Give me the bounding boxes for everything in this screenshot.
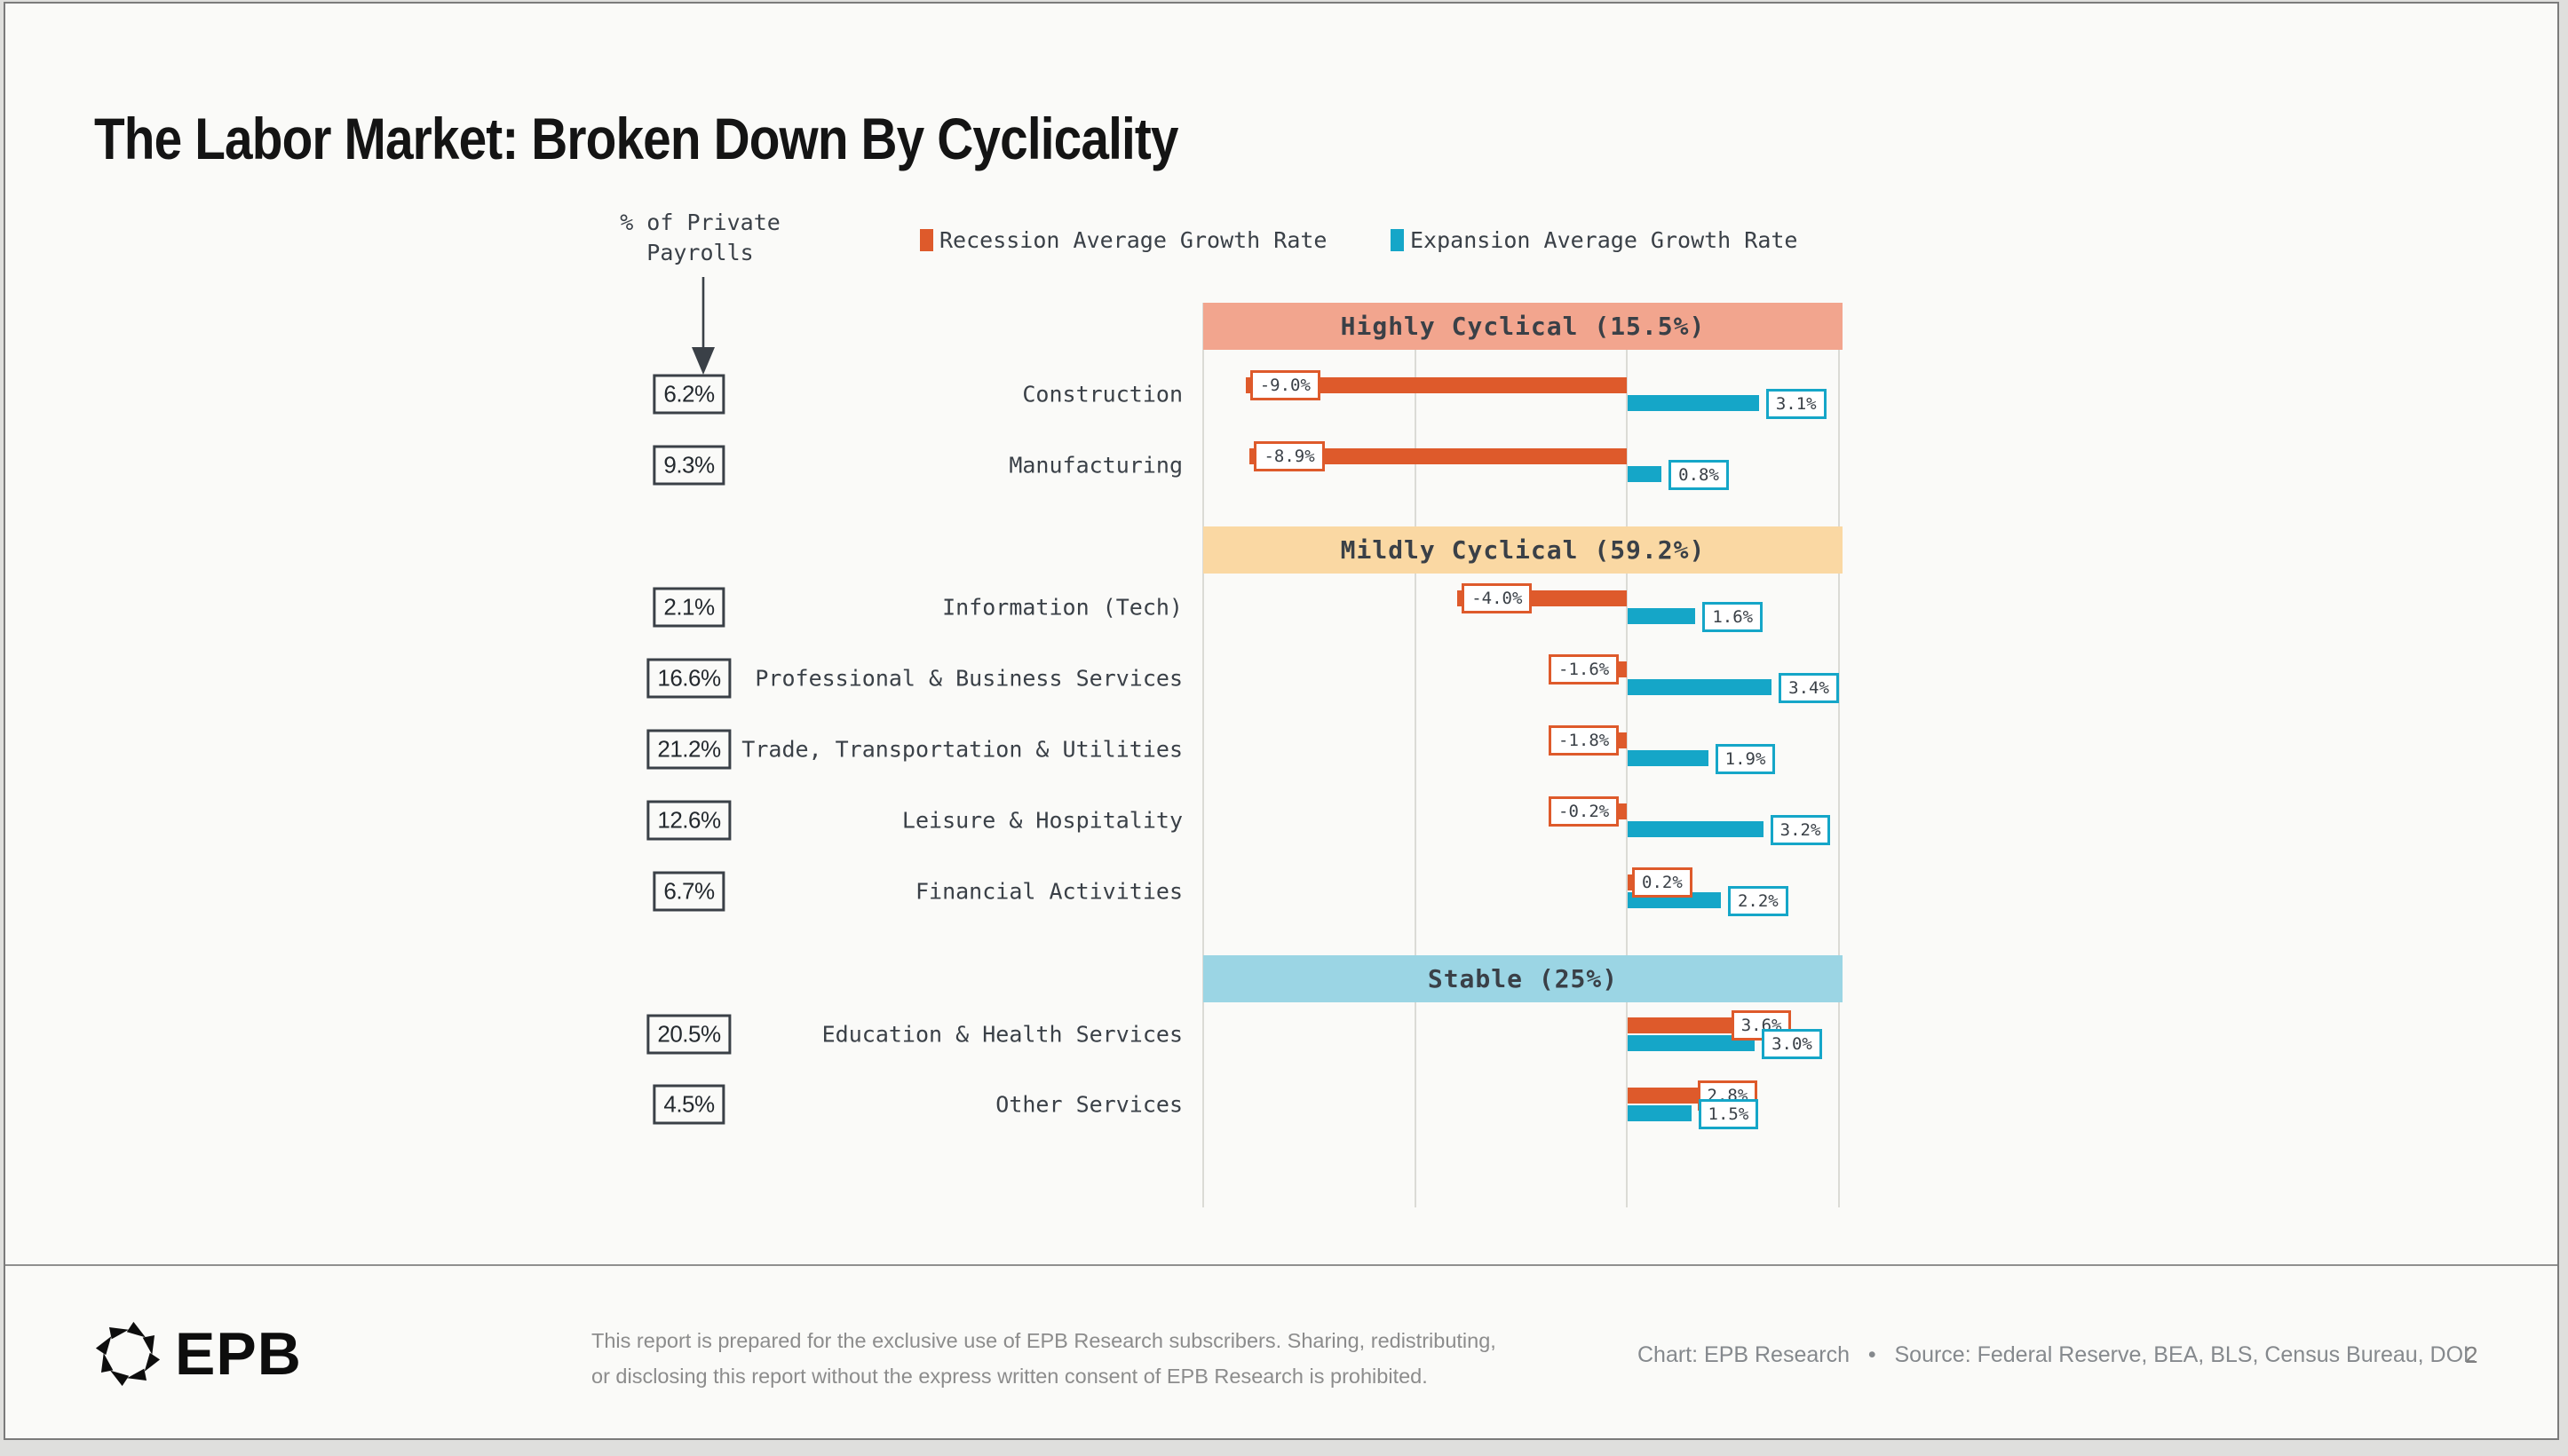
expansion-value-label: 3.2% <box>1770 815 1831 845</box>
recession-bar <box>1245 377 1627 393</box>
recession-value-label: -0.2% <box>1549 796 1620 827</box>
payroll-share-box: 6.7% <box>653 871 725 912</box>
expansion-value-label: 1.5% <box>1698 1099 1759 1129</box>
category-label: Trade, Transportation & Utilities <box>741 736 1183 763</box>
expansion-value-label: 3.1% <box>1765 389 1827 419</box>
disclaimer-text: This report is prepared for the exclusiv… <box>591 1323 1496 1394</box>
expansion-bar <box>1628 750 1708 766</box>
expansion-bar <box>1628 1105 1692 1121</box>
payroll-share-box: 9.3% <box>653 445 725 486</box>
grid-line <box>1202 303 1204 1207</box>
expansion-value-label: 3.0% <box>1762 1029 1822 1059</box>
legend-item-expansion: Expansion Average Growth Rate <box>1391 227 1798 253</box>
credit-dot: • <box>1867 1342 1876 1367</box>
chart-credit-text: Chart: EPB Research <box>1637 1342 1850 1367</box>
recession-value-label: -1.6% <box>1549 654 1620 684</box>
section-band: Mildly Cyclical (59.2%) <box>1203 526 1843 574</box>
source-text: Source: Federal Reserve, BEA, BLS, Censu… <box>1894 1342 2476 1367</box>
expansion-bar <box>1628 821 1764 837</box>
payroll-share-box: 12.6% <box>646 800 732 841</box>
payroll-share-box: 16.6% <box>646 658 732 699</box>
epb-logo-text: EPB <box>175 1320 302 1388</box>
grid-line <box>1837 303 1840 1207</box>
expansion-bar <box>1628 608 1696 624</box>
payroll-share-axis-note: % of Private Payrolls <box>587 208 813 268</box>
recession-bar <box>1618 803 1627 819</box>
payroll-share-box: 4.5% <box>653 1084 725 1125</box>
page-number: 2 <box>2465 1341 2478 1368</box>
footer-divider <box>5 1264 2557 1266</box>
recession-bar <box>1249 448 1627 464</box>
expansion-legend-swatch <box>1391 229 1404 251</box>
payroll-share-box: 20.5% <box>646 1014 732 1055</box>
category-label: Financial Activities <box>915 878 1183 905</box>
recession-legend-label: Recession Average Growth Rate <box>939 227 1328 253</box>
page-title: The Labor Market: Broken Down By Cyclica… <box>94 106 1178 172</box>
expansion-bar <box>1628 1035 1756 1051</box>
expansion-value-label: 0.8% <box>1668 460 1729 490</box>
recession-value-label: -4.0% <box>1462 583 1533 613</box>
category-label: Information (Tech) <box>942 594 1183 621</box>
axis-note-line2: Payrolls <box>646 240 754 265</box>
category-label: Leisure & Hospitality <box>901 807 1183 834</box>
grid-line <box>1626 303 1628 1207</box>
grid-line <box>1414 303 1416 1207</box>
recession-bar <box>1628 874 1636 890</box>
category-label: Education & Health Services <box>821 1021 1183 1048</box>
cyclicality-bar-chart: Highly Cyclical (15.5%) 6.2% Construction -… <box>5 4 2557 1438</box>
disclaimer-line2: or disclosing this report without the ex… <box>591 1365 1428 1388</box>
recession-legend-swatch <box>920 229 933 251</box>
expansion-value-label: 3.4% <box>1779 673 1839 703</box>
recession-value-label: 0.2% <box>1632 867 1692 898</box>
credit-separator2 <box>1876 1342 1889 1367</box>
category-label: Professional & Business Services <box>755 665 1183 692</box>
category-label: Construction <box>1022 381 1183 408</box>
expansion-bar <box>1628 395 1759 411</box>
expansion-legend-label: Expansion Average Growth Rate <box>1410 227 1798 253</box>
recession-value-label: -9.0% <box>1249 370 1320 400</box>
epb-logo-mark-icon <box>95 1321 161 1387</box>
epb-logo: EPB <box>93 1319 302 1389</box>
credit-separator <box>1856 1342 1868 1367</box>
recession-value-label: -1.8% <box>1549 725 1620 756</box>
disclaimer-line1: This report is prepared for the exclusiv… <box>591 1329 1496 1352</box>
legend-item-recession: Recession Average Growth Rate <box>920 227 1328 253</box>
category-label: Other Services <box>995 1091 1183 1118</box>
section-band: Highly Cyclical (15.5%) <box>1203 303 1843 350</box>
payroll-share-box: 2.1% <box>653 587 725 628</box>
down-arrow-icon <box>692 277 715 375</box>
expansion-bar <box>1628 466 1662 482</box>
expansion-value-label: 1.9% <box>1715 744 1776 774</box>
expansion-value-label: 1.6% <box>1702 602 1764 632</box>
axis-note-line1: % of Private <box>620 210 781 235</box>
chart-credit: Chart: EPB Research • Source: Federal Re… <box>1637 1342 2476 1368</box>
payroll-share-box: 21.2% <box>646 729 732 770</box>
report-page: The Labor Market: Broken Down By Cyclica… <box>4 2 2559 1440</box>
category-label: Manufacturing <box>1009 452 1183 479</box>
section-band: Stable (25%) <box>1203 955 1843 1002</box>
expansion-bar <box>1628 679 1772 695</box>
expansion-value-label: 2.2% <box>1727 886 1788 916</box>
recession-value-label: -8.9% <box>1254 441 1325 471</box>
payroll-share-box: 6.2% <box>653 374 725 415</box>
